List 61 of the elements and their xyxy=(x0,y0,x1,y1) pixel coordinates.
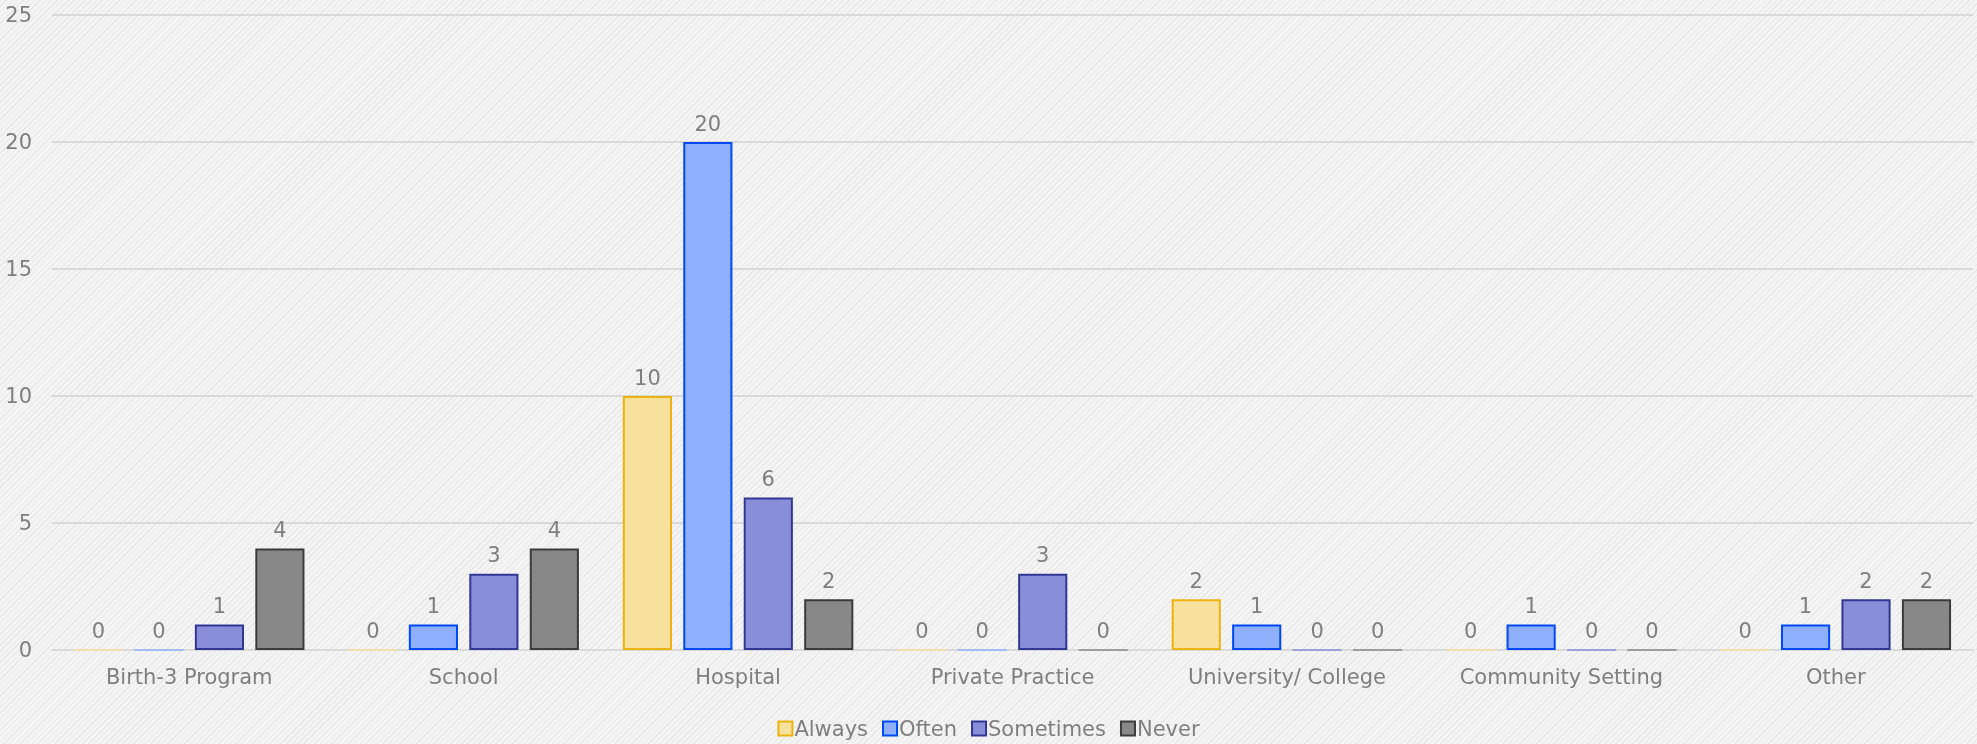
data-label: 0 xyxy=(366,619,380,643)
data-label: 4 xyxy=(273,517,287,542)
data-label: 2 xyxy=(1919,568,1934,593)
data-label: 0 xyxy=(1584,619,1599,643)
bar xyxy=(1018,573,1068,650)
data-label: 3 xyxy=(487,543,501,568)
bar xyxy=(1232,624,1282,650)
x-tick-label: Community Setting xyxy=(1459,664,1664,689)
x-tick-label: Hospital xyxy=(695,664,781,689)
x-tick-label: Birth-3 Program xyxy=(105,664,273,689)
data-label: 20 xyxy=(694,111,722,136)
data-label: 0 xyxy=(91,619,106,643)
x-tick-label: School xyxy=(428,664,499,689)
data-label: 4 xyxy=(547,517,562,542)
legend-label: Often xyxy=(899,716,958,741)
data-label: 0 xyxy=(915,619,929,643)
data-label: 10 xyxy=(634,365,661,390)
y-tick-label: 20 xyxy=(5,130,32,154)
data-label: 0 xyxy=(1738,619,1752,643)
data-label: 0 xyxy=(1370,619,1385,643)
data-label: 0 xyxy=(1310,619,1324,643)
bar xyxy=(255,548,305,650)
data-label: 1 xyxy=(426,594,441,619)
bar xyxy=(743,497,793,650)
y-tick-label: 15 xyxy=(5,257,32,281)
data-label: 0 xyxy=(1463,619,1478,643)
data-label: 1 xyxy=(212,594,227,619)
x-tick-label: Private Practice xyxy=(930,664,1095,689)
data-label: 0 xyxy=(975,619,989,643)
bar xyxy=(1506,624,1556,650)
y-tick-label: 0 xyxy=(18,638,32,662)
legend-label: Always xyxy=(794,716,869,741)
data-label: 1 xyxy=(1524,594,1538,619)
bar xyxy=(529,548,579,650)
data-label: 3 xyxy=(1036,543,1050,568)
y-tick-label: 25 xyxy=(5,3,32,27)
data-label: 2 xyxy=(822,568,836,593)
y-tick-label: 5 xyxy=(18,511,32,535)
data-label: 0 xyxy=(1096,619,1110,643)
bar xyxy=(804,599,854,650)
data-label: 6 xyxy=(761,467,775,492)
legend-label: Sometimes xyxy=(988,716,1106,741)
bar xyxy=(1901,599,1952,650)
bar xyxy=(408,624,458,650)
x-tick-label: University/ College xyxy=(1187,664,1386,689)
x-tick-label: Other xyxy=(1805,664,1866,689)
legend-label: Never xyxy=(1136,716,1200,741)
bar xyxy=(194,624,245,650)
data-label: 1 xyxy=(1798,594,1813,619)
data-label: 2 xyxy=(1859,568,1873,593)
bar xyxy=(469,573,519,650)
bar xyxy=(683,142,733,650)
data-label: 2 xyxy=(1189,568,1203,593)
bar xyxy=(1780,624,1831,650)
data-label: 1 xyxy=(1250,594,1264,619)
data-label: 0 xyxy=(1645,619,1659,643)
data-label: 0 xyxy=(152,619,166,643)
y-tick-label: 10 xyxy=(5,384,32,408)
bar xyxy=(622,396,672,650)
bar xyxy=(1171,599,1221,650)
bar xyxy=(1841,599,1891,650)
